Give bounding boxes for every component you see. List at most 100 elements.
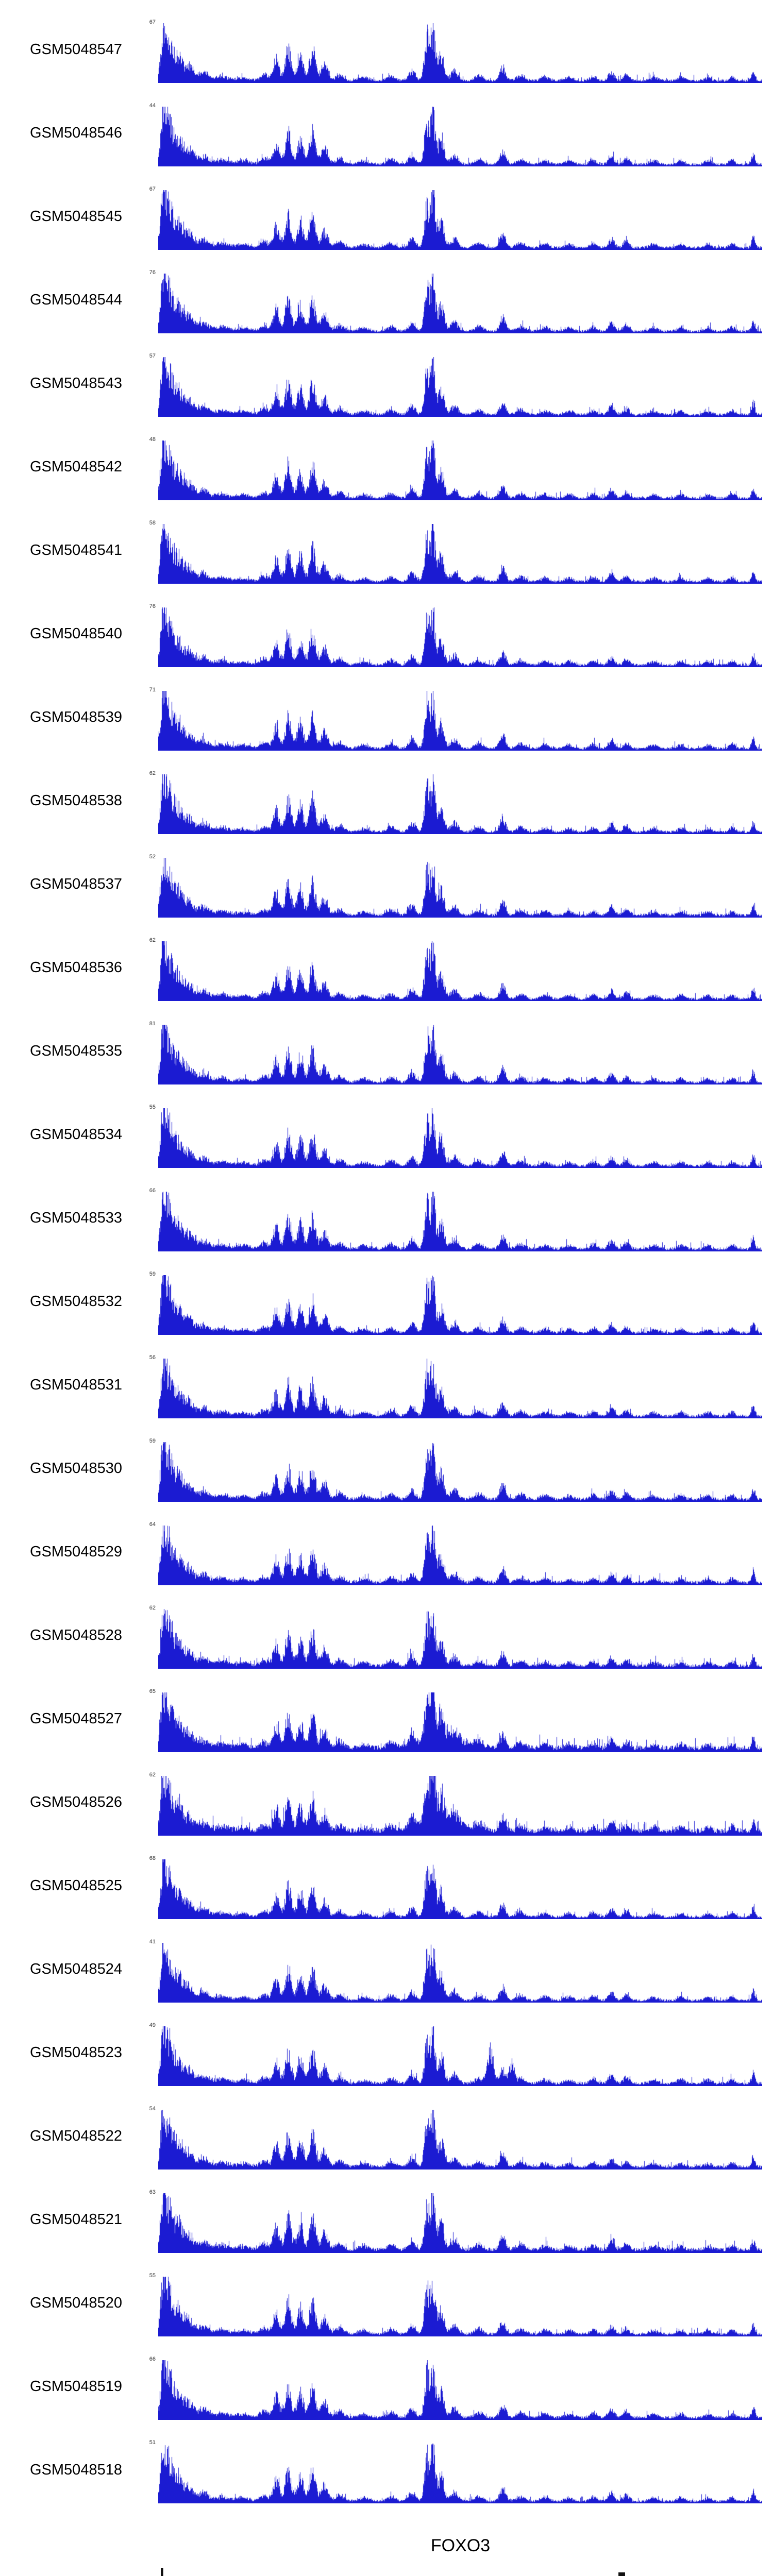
coverage-signal [158, 691, 762, 751]
coverage-signal [158, 1108, 762, 1168]
track-label: GSM5048544 [30, 292, 122, 308]
coverage-signal [158, 1692, 762, 1752]
track-label: GSM5048519 [30, 2378, 122, 2395]
coverage-signal [158, 440, 762, 500]
coverage-track-row: GSM5048529 64 [0, 1521, 773, 1609]
coverage-track-row: GSM5048519 66 [0, 2356, 773, 2444]
track-label: GSM5048547 [30, 41, 122, 58]
track-label: GSM5048532 [30, 1293, 122, 1310]
coverage-track-row: GSM5048527 65 [0, 1688, 773, 1776]
track-ymax-value: 68 [149, 1855, 156, 1861]
coverage-signal [158, 607, 762, 667]
track-ymax-value: 58 [149, 520, 156, 526]
coverage-signal [158, 1192, 762, 1251]
coverage-track-row: GSM5048522 54 [0, 2106, 773, 2193]
coverage-signal [158, 1943, 762, 2003]
coverage-track-row: GSM5048542 48 [0, 436, 773, 524]
track-ymax-value: 55 [149, 1104, 156, 1110]
track-label: GSM5048537 [30, 876, 122, 892]
coverage-signal [158, 1609, 762, 1669]
track-ymax-value: 71 [149, 687, 156, 693]
track-ymax-value: 62 [149, 770, 156, 776]
coverage-tracks: GSM5048547 67 GSM5048546 44 GSM5048545 67 GSM5… [0, 19, 773, 2527]
coverage-track-row: GSM5048541 58 [0, 520, 773, 607]
track-ymax-value: 62 [149, 1605, 156, 1611]
coverage-track-row: GSM5048535 81 [0, 1021, 773, 1108]
coverage-signal [158, 357, 762, 417]
track-label: GSM5048536 [30, 959, 122, 976]
track-ymax-value: 56 [149, 1354, 156, 1361]
track-ymax-value: 48 [149, 436, 156, 443]
coverage-track-row: GSM5048521 63 [0, 2189, 773, 2277]
coverage-signal [158, 858, 762, 918]
track-label: GSM5048538 [30, 792, 122, 809]
track-ymax-value: 59 [149, 1438, 156, 1444]
coverage-track-row: GSM5048532 59 [0, 1271, 773, 1359]
track-ymax-value: 44 [149, 103, 156, 109]
track-ymax-value: 65 [149, 1688, 156, 1694]
coverage-signal [158, 1025, 762, 1084]
gene-title: FOXO3 [430, 2536, 491, 2555]
coverage-signal [158, 1526, 762, 1585]
coverage-track-row: GSM5048531 56 [0, 1354, 773, 1442]
coverage-track-row: GSM5048528 62 [0, 1605, 773, 1692]
coverage-signal [158, 1859, 762, 1919]
coverage-signal [158, 1442, 762, 1502]
coverage-track-row: GSM5048518 51 [0, 2439, 773, 2527]
track-label: GSM5048546 [30, 125, 122, 141]
track-ymax-value: 62 [149, 937, 156, 943]
track-label: GSM5048528 [30, 1627, 122, 1643]
coverage-signal [158, 2277, 762, 2336]
coverage-track-row: GSM5048523 49 [0, 2022, 773, 2110]
coverage-track-row: GSM5048546 44 [0, 103, 773, 190]
track-label: GSM5048522 [30, 2128, 122, 2144]
track-label: GSM5048521 [30, 2211, 122, 2228]
coverage-signal [158, 941, 762, 1001]
gene-first-exon [161, 2568, 163, 2576]
track-label: GSM5048525 [30, 1877, 122, 1894]
coverage-signal [158, 2193, 762, 2253]
coverage-signal [158, 274, 762, 333]
track-ymax-value: 76 [149, 603, 156, 609]
track-ymax-value: 66 [149, 1188, 156, 1194]
track-label: GSM5048530 [30, 1460, 122, 1477]
coverage-track-row: GSM5048547 67 [0, 19, 773, 107]
coverage-signal [158, 774, 762, 834]
coverage-signal [158, 2110, 762, 2170]
track-label: GSM5048527 [30, 1710, 122, 1727]
coverage-signal [158, 524, 762, 584]
track-ymax-value: 67 [149, 19, 156, 25]
track-ymax-value: 67 [149, 186, 156, 192]
track-label: GSM5048540 [30, 625, 122, 642]
track-ymax-value: 66 [149, 2356, 156, 2362]
track-ymax-value: 76 [149, 269, 156, 276]
track-ymax-value: 49 [149, 2022, 156, 2028]
coverage-track-row: GSM5048538 62 [0, 770, 773, 858]
track-ymax-value: 52 [149, 854, 156, 860]
coverage-track-row: GSM5048545 67 [0, 186, 773, 274]
track-ymax-value: 81 [149, 1021, 156, 1027]
coverage-track-row: GSM5048543 57 [0, 353, 773, 440]
coverage-signal [158, 1776, 762, 1836]
gene-exon [618, 2572, 625, 2576]
coverage-signal [158, 190, 762, 250]
track-label: GSM5048523 [30, 2044, 122, 2061]
coverage-track-row: GSM5048537 52 [0, 854, 773, 941]
coverage-track-row: GSM5048530 59 [0, 1438, 773, 1526]
coverage-track-row: GSM5048524 41 [0, 1939, 773, 2026]
coverage-signal [158, 1275, 762, 1335]
track-ymax-value: 41 [149, 1939, 156, 1945]
track-label: GSM5048524 [30, 1961, 122, 1977]
coverage-track-row: GSM5048540 76 [0, 603, 773, 691]
track-ymax-value: 54 [149, 2106, 156, 2112]
track-label: GSM5048518 [30, 2462, 122, 2478]
track-ymax-value: 62 [149, 1772, 156, 1778]
track-ymax-value: 59 [149, 1271, 156, 1277]
coverage-track-row: GSM5048544 76 [0, 269, 773, 357]
track-ymax-value: 57 [149, 353, 156, 359]
coverage-track-row: GSM5048534 55 [0, 1104, 773, 1192]
coverage-signal [158, 1359, 762, 1418]
coverage-track-row: GSM5048520 55 [0, 2273, 773, 2360]
coverage-signal [158, 23, 762, 83]
